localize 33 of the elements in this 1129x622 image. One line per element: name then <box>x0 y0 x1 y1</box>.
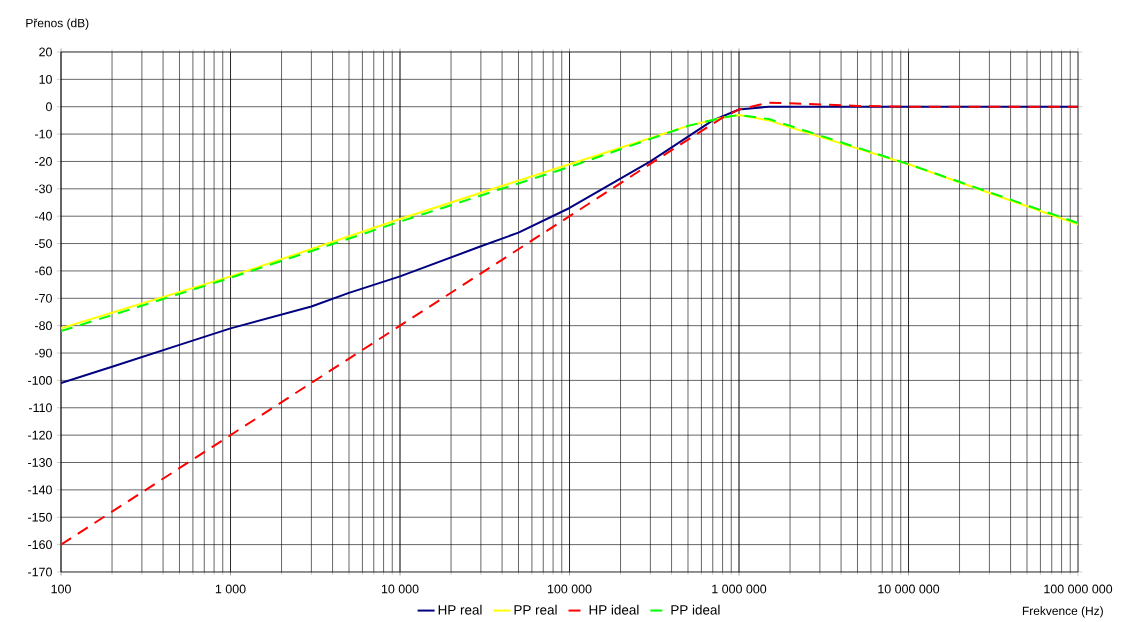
y-tick-label: 0 <box>45 102 52 112</box>
y-tick-label: -30 <box>34 184 52 194</box>
y-tick-label: -130 <box>28 458 52 467</box>
x-tick-label: 100 <box>51 584 71 594</box>
y-tick-label: -10 <box>34 129 52 139</box>
x-tick-label: 100 000 000 <box>1044 584 1113 594</box>
y-tick-label: -150 <box>28 512 52 522</box>
legend-label: HP real <box>438 604 482 615</box>
y-tick-label: -170 <box>28 567 52 577</box>
y-tick-label: 10 <box>39 74 52 84</box>
y-tick-label: -160 <box>28 540 52 550</box>
x-tick-label: 10 000 000 <box>878 584 940 594</box>
y-axis-title: Přenos (dB) <box>26 18 89 30</box>
legend-label: PP real <box>514 604 557 615</box>
y-tick-label: -90 <box>34 348 52 358</box>
y-tick-label: -70 <box>34 293 52 303</box>
y-tick-label: -50 <box>34 239 52 248</box>
x-axis-title: Frekvence (Hz) <box>1022 606 1103 618</box>
y-tick-label: -60 <box>34 266 52 276</box>
legend-label: HP ideal <box>589 604 639 615</box>
x-tick-label: 1 000 000 <box>712 584 767 594</box>
legend-label: PP ideal <box>671 604 720 615</box>
y-tick-label: -20 <box>34 157 52 166</box>
x-tick-label: 100 000 <box>547 584 592 594</box>
y-tick-label: 20 <box>39 47 52 57</box>
x-tick-label: 1 000 <box>215 584 246 594</box>
y-tick-label: -110 <box>28 403 52 413</box>
x-tick-label: 10 000 <box>381 584 419 594</box>
y-tick-label: -100 <box>28 376 52 385</box>
y-tick-label: -140 <box>28 485 52 495</box>
y-tick-label: -80 <box>34 321 52 331</box>
y-tick-label: -40 <box>34 211 52 221</box>
y-tick-label: -120 <box>28 430 52 440</box>
